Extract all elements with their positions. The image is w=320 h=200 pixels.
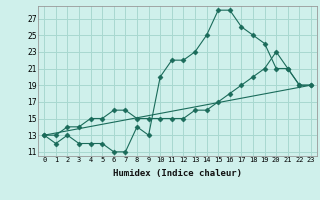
- X-axis label: Humidex (Indice chaleur): Humidex (Indice chaleur): [113, 169, 242, 178]
